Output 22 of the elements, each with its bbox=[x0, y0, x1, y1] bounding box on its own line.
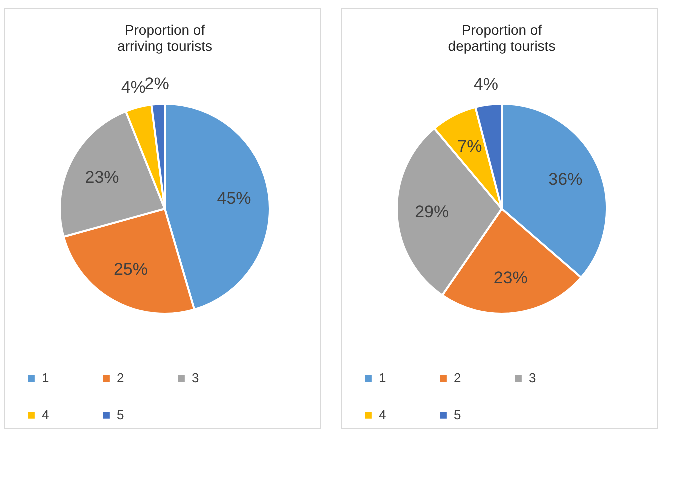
data-label: 2% bbox=[144, 74, 170, 94]
legend-label: 2 bbox=[454, 370, 462, 386]
legend-label: 4 bbox=[379, 408, 386, 422]
data-label: 4% bbox=[121, 78, 146, 98]
data-label: 29% bbox=[415, 202, 450, 222]
legend-label: 1 bbox=[42, 370, 50, 386]
chart-title: Proportion of arriving tourists bbox=[118, 22, 212, 54]
legend-label: 5 bbox=[117, 408, 124, 422]
data-label: 25% bbox=[114, 260, 148, 280]
legend-label: 1 bbox=[379, 370, 386, 386]
legend-label: 3 bbox=[529, 370, 536, 386]
legend-label: 4 bbox=[42, 408, 50, 422]
chart-title: Proportion of departing tourists bbox=[448, 22, 556, 54]
data-label: 45% bbox=[217, 189, 252, 208]
data-label: 7% bbox=[458, 136, 482, 156]
legend-label: 2 bbox=[117, 370, 124, 386]
data-label: 36% bbox=[548, 170, 583, 189]
data-label: 4% bbox=[474, 75, 498, 94]
legend-label: 5 bbox=[454, 408, 462, 422]
legend-label: 3 bbox=[192, 370, 200, 386]
data-label: 23% bbox=[494, 268, 528, 288]
data-label: 23% bbox=[85, 168, 120, 187]
